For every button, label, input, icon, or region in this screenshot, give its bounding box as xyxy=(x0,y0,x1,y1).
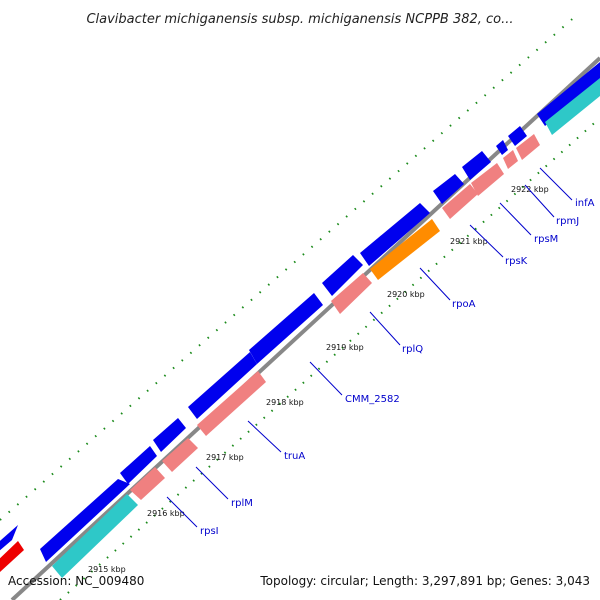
leader-line xyxy=(166,496,198,528)
gene-forward[interactable] xyxy=(496,140,508,155)
gene-reverse-pink[interactable] xyxy=(442,184,478,219)
gene-label-cmm-2582[interactable]: CMM_2582 xyxy=(345,394,400,405)
tick-label: 2922 kbp xyxy=(511,185,549,194)
gene-reverse-pink[interactable] xyxy=(516,134,540,160)
gene-forward[interactable] xyxy=(322,255,363,296)
map-title: Clavibacter michiganensis subsp. michiga… xyxy=(86,12,514,27)
leader-line xyxy=(309,361,343,396)
gene-reverse-orange[interactable] xyxy=(370,219,440,280)
gene-forward[interactable] xyxy=(462,151,491,180)
leader-line xyxy=(539,167,573,201)
forward-strand-genes xyxy=(0,62,600,562)
gene-label-rplq[interactable]: rplQ xyxy=(402,344,423,355)
gene-reverse-pink[interactable] xyxy=(471,163,504,196)
gene-reverse-pink[interactable] xyxy=(162,438,198,472)
leader-line xyxy=(524,184,555,218)
gene-forward[interactable] xyxy=(0,525,18,552)
gene-reverse-cyan[interactable] xyxy=(52,494,138,578)
gene-reverse-pink[interactable] xyxy=(331,273,372,314)
tick-labels: 2915 kbp 2916 kbp 2917 kbp 2918 kbp 2919… xyxy=(88,185,549,574)
leader-line xyxy=(469,224,504,258)
tick-label: 2915 kbp xyxy=(88,565,126,574)
gene-forward[interactable] xyxy=(153,418,186,452)
gene-forward[interactable] xyxy=(120,446,157,484)
gene-forward[interactable] xyxy=(508,126,527,146)
gene-label-trua[interactable]: truA xyxy=(284,451,305,462)
gene-label-rpsi[interactable]: rpsI xyxy=(200,526,219,537)
leader-line xyxy=(195,466,229,500)
gene-reverse-pink[interactable] xyxy=(503,150,518,169)
outer-dotted-ring xyxy=(0,13,579,521)
tick-label: 2919 kbp xyxy=(326,343,364,352)
gene-reverse-pink[interactable] xyxy=(130,467,165,500)
accession-label: Accession: NC_009480 xyxy=(8,574,145,588)
gene-label-rpoa[interactable]: rpoA xyxy=(452,299,476,310)
gene-labels: rpsI rplM truA CMM_2582 rplQ rpoA rpsK r… xyxy=(200,198,595,537)
gene-reverse-cyan[interactable] xyxy=(545,78,600,135)
gene-label-leaders xyxy=(166,167,573,528)
genome-summary: Topology: circular; Length: 3,297,891 bp… xyxy=(260,574,590,588)
gene-label-rplm[interactable]: rplM xyxy=(231,498,253,509)
gene-label-rpsm[interactable]: rpsM xyxy=(534,234,558,245)
gene-forward[interactable] xyxy=(537,62,600,126)
leader-line xyxy=(369,311,401,346)
gene-label-rpmj[interactable]: rpmJ xyxy=(556,216,579,227)
tick-label: 2918 kbp xyxy=(266,398,304,407)
gene-label-infa[interactable]: infA xyxy=(575,198,595,209)
tick-label: 2917 kbp xyxy=(206,453,244,462)
tick-label: 2920 kbp xyxy=(387,290,425,299)
tick-label: 2916 kbp xyxy=(147,509,185,518)
leader-line xyxy=(247,420,282,453)
gene-forward[interactable] xyxy=(433,174,464,204)
gene-forward[interactable] xyxy=(360,203,430,266)
gene-forward[interactable] xyxy=(188,352,257,419)
gene-label-rpsk[interactable]: rpsK xyxy=(505,256,528,267)
tick-label: 2921 kbp xyxy=(450,237,488,246)
gene-reverse-pink[interactable] xyxy=(197,371,266,436)
gene-forward[interactable] xyxy=(40,479,130,562)
leader-line xyxy=(419,267,451,301)
reverse-strand-genes xyxy=(0,78,600,578)
leader-line xyxy=(499,202,532,236)
gene-reverse-red[interactable] xyxy=(0,541,24,572)
gene-forward[interactable] xyxy=(249,293,323,364)
